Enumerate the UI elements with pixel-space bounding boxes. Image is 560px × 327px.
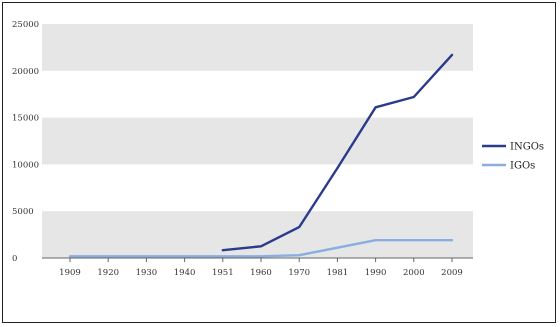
x-tick-label: 1990 xyxy=(365,268,387,278)
grid-band xyxy=(42,117,473,165)
x-tick-label: 1930 xyxy=(136,268,158,278)
x-tick-label: 1940 xyxy=(174,268,196,278)
y-tick-label: 15000 xyxy=(12,114,39,124)
x-tick-label: 2009 xyxy=(441,268,463,278)
x-axis: 1909 1920 1930 1940 1951 1960 1970 1981 1990 2000… xyxy=(42,257,473,278)
y-tick-label: 5000 xyxy=(12,207,34,217)
legend: INGOs IGOs xyxy=(482,142,544,172)
series-line-igos xyxy=(68,239,454,258)
x-tick-label: 2000 xyxy=(403,268,425,278)
y-tick-label: 20000 xyxy=(12,67,39,77)
grid-band xyxy=(42,24,473,71)
grid-band xyxy=(42,211,473,258)
series-lines xyxy=(68,53,454,258)
x-tick-label: 1960 xyxy=(250,268,272,278)
x-tick-label: 1970 xyxy=(288,268,310,278)
x-tick-label: 1920 xyxy=(97,268,119,278)
legend-label-igos: IGOs xyxy=(510,161,535,172)
grid-bands xyxy=(42,24,473,258)
x-tick-label: 1981 xyxy=(327,268,349,278)
y-tick-label: 0 xyxy=(12,254,17,264)
x-tick-label: 1909 xyxy=(59,268,81,278)
x-tick-label: 1951 xyxy=(212,268,234,278)
y-tick-label: 10000 xyxy=(12,160,39,170)
legend-label-ingos: INGOs xyxy=(510,142,544,153)
series-line-ingos xyxy=(221,53,454,252)
y-tick-label: 25000 xyxy=(12,20,39,30)
y-axis: 0 5000 10000 15000 20000 25000 xyxy=(12,20,39,264)
